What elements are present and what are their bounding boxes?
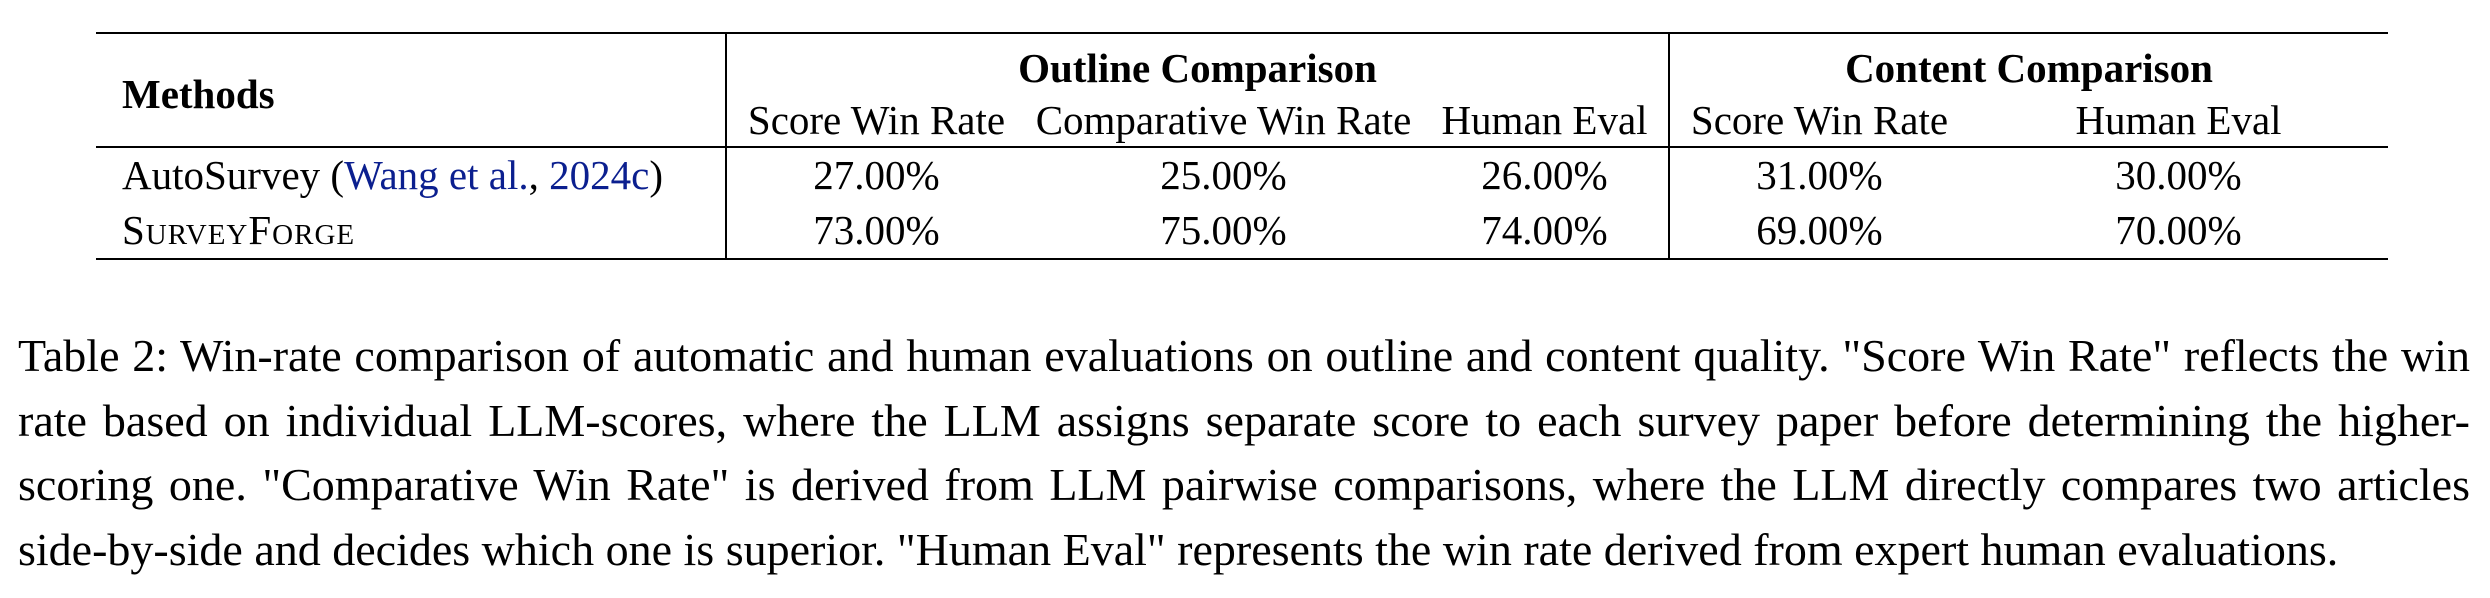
value-cell: 74.00% xyxy=(1421,203,1670,259)
value-cell: 30.00% xyxy=(2115,152,2242,198)
value-cell: 25.00% xyxy=(1160,152,1287,198)
value-cell: 26.00% xyxy=(1421,147,1670,203)
content-comparison-header: Content Comparison xyxy=(1669,32,2389,94)
value-cell: 73.00% xyxy=(813,207,940,253)
method-cell-surveyforge: SurveyForge xyxy=(96,203,727,259)
method-name: AutoSurvey ( xyxy=(122,152,345,198)
method-cell-autosurvey: AutoSurvey (Wang et al., 2024c) xyxy=(96,147,727,203)
content-score-win-rate-header: Score Win Rate xyxy=(1690,96,1949,143)
column-header-row: Score Win Rate Comparative Win Rate Huma… xyxy=(96,94,2389,147)
value-cell: 69.00% xyxy=(1756,207,1883,253)
value-cell: 31.00% xyxy=(1756,152,1883,198)
win-rate-table: Methods Outline Comparison Content Compa… xyxy=(96,32,2389,260)
content-human-eval-header: Human Eval xyxy=(2075,96,2282,143)
value-cell: 27.00% xyxy=(813,152,940,198)
table-row: AutoSurvey (Wang et al., 2024c) 27.00% 2… xyxy=(96,147,2388,203)
citation-link[interactable]: Wang et al. xyxy=(344,152,529,198)
value-cell: 70.00% xyxy=(2115,207,2242,253)
outline-human-eval-header: Human Eval xyxy=(1421,94,1670,147)
methods-header: Methods xyxy=(96,32,727,148)
value-cell: 75.00% xyxy=(1160,207,1287,253)
outline-comparative-win-rate-header: Comparative Win Rate xyxy=(1035,96,1412,143)
method-suffix: ) xyxy=(649,152,663,198)
citation-separator: , xyxy=(528,152,550,198)
outline-comparison-header: Outline Comparison xyxy=(726,32,1670,94)
group-header-row: Methods Outline Comparison Content Compa… xyxy=(96,32,2389,148)
citation-year-link[interactable]: 2024c xyxy=(549,152,650,198)
table-caption: Table 2: Win-rate comparison of automati… xyxy=(18,330,2470,575)
outline-score-win-rate-header: Score Win Rate xyxy=(747,96,1006,143)
results-table-container: Methods Outline Comparison Content Compa… xyxy=(96,32,2389,260)
table-row: SurveyForge 73.00% 75.00% 74.00% 69.00% … xyxy=(96,203,2389,259)
